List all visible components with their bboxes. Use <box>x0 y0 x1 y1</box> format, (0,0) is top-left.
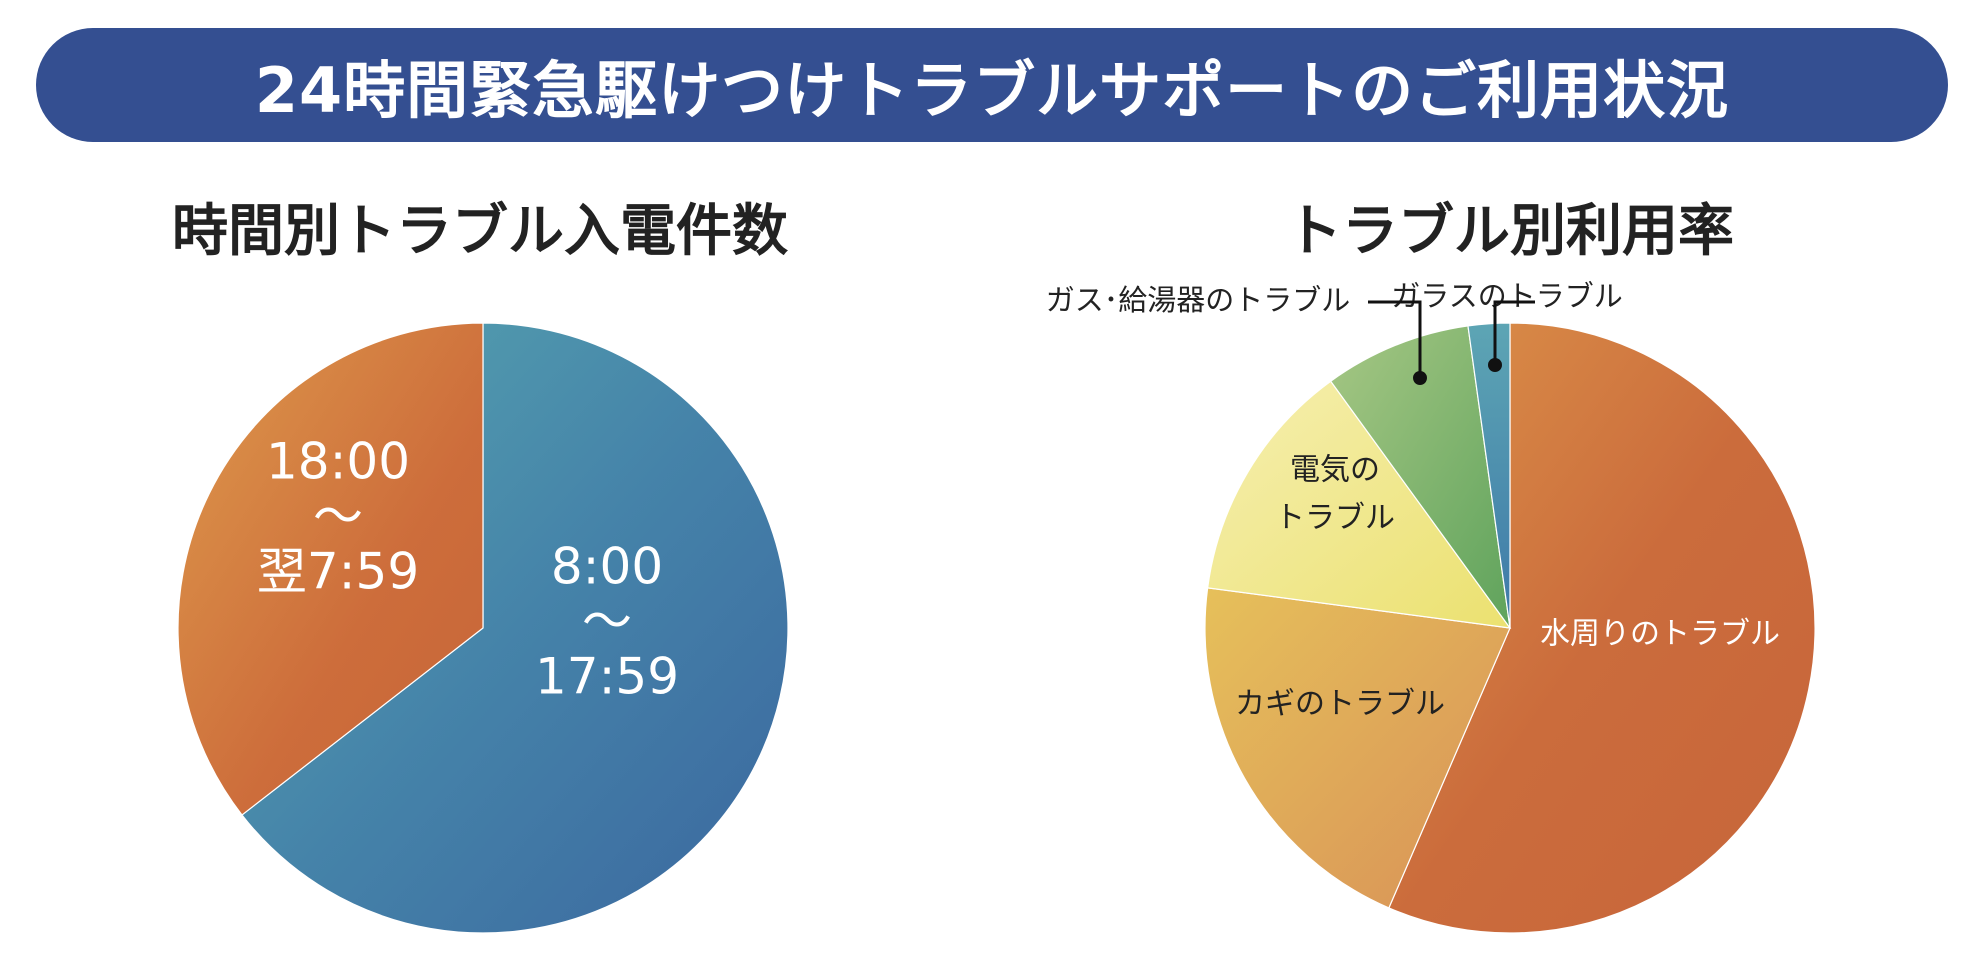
chart-title-by-type: トラブル別利用率 <box>1286 199 1734 264</box>
pie-slice <box>1329 325 1511 629</box>
pie-slice <box>1388 322 1816 934</box>
leader-line <box>1493 300 1535 365</box>
slice-label: カギのトラブル <box>1235 687 1445 722</box>
banner-title: 24時間緊急駆けつけトラブルサポートのご利用状況 <box>254 54 1730 127</box>
slice-label: ガス･給湯器のトラブル <box>1046 283 1351 317</box>
slice-label: 翌7:59 <box>257 543 419 601</box>
slice-label: ガラスのトラブル <box>1391 279 1622 313</box>
leader-line <box>1368 300 1422 378</box>
slice-label: 電気の <box>1290 453 1380 488</box>
slice-label: 8:00 <box>551 538 663 596</box>
slice-label: トラブル <box>1275 501 1395 536</box>
slice-label: ～ <box>313 488 363 546</box>
pie-slice <box>177 322 484 816</box>
slice-label: 18:00 <box>266 433 410 491</box>
leader-dot <box>1413 371 1427 385</box>
slice-label: ～ <box>582 593 632 651</box>
leader-lines <box>1368 300 1535 385</box>
slice-label: 水周りのトラブル <box>1540 617 1780 652</box>
leader-dot <box>1488 358 1502 372</box>
pie-slice <box>1206 380 1512 629</box>
pie-slice <box>1467 322 1511 629</box>
chart-title-by-time: 時間別トラブル入電件数 <box>172 199 788 264</box>
title-banner: 24時間緊急駆けつけトラブルサポートのご利用状況 <box>36 28 1948 142</box>
pie-slice <box>241 322 789 934</box>
pie-slice <box>1204 587 1511 909</box>
slice-label: 17:59 <box>535 648 679 706</box>
